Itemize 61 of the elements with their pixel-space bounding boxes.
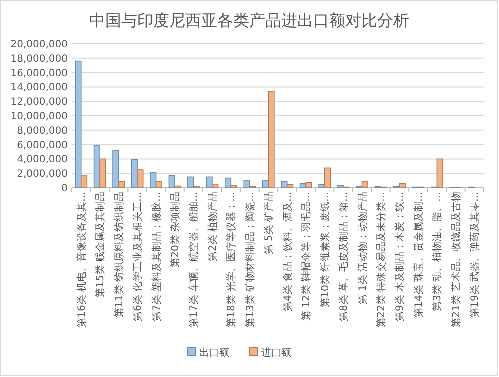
y-tick-label: 0 [62, 184, 68, 194]
x-tick-label: 第10类 纤维素浆；废纸… [319, 192, 332, 308]
bar [286, 184, 294, 188]
bar [80, 175, 88, 188]
legend-label: 出口额 [200, 347, 230, 359]
x-tick-label: 第 12类 鞋帽伞等；羽毛品… [300, 192, 313, 322]
x-tick-label: 第16类 机电、音像设备及其… [76, 192, 88, 328]
bar [318, 184, 326, 188]
bar [337, 185, 344, 188]
bar [244, 180, 250, 188]
x-tick-label: 第7类 塑料及其制品；橡胶… [150, 192, 163, 322]
bar [436, 158, 444, 188]
x-tick-label: 第17类 车辆、航空器、船舶… [188, 192, 200, 328]
chart-title: 中国与印度尼西亚各类产品进出口额对比分析 [90, 11, 410, 30]
bar [212, 184, 219, 188]
y-tick-label: 10,000,000 [10, 112, 68, 122]
y-tick-label: 12,000,000 [10, 97, 68, 108]
bar [206, 176, 213, 188]
y-tick-label: 8,000,000 [17, 126, 68, 137]
bar [230, 185, 238, 188]
x-tick-label: 第2类 植物产品 [206, 192, 219, 262]
legend-label: 进口额 [262, 347, 292, 359]
bar [137, 170, 144, 188]
bar [268, 91, 275, 188]
x-tick-label: 第21类 艺术品、收藏品及古物 [450, 192, 462, 328]
bar [362, 181, 368, 188]
x-tick-label: 第15类 贱金属及其制品 [94, 192, 107, 298]
x-tick-label: 第11类 纺织原料及纺织制品 [113, 192, 126, 318]
y-tick-label: 6,000,000 [17, 140, 68, 152]
bar [150, 172, 157, 188]
x-tick-label: 第3类 动、植物油、脂、… [432, 192, 444, 312]
x-tick-label: 第4类 食品；饮料、酒及… [282, 192, 294, 312]
x-tick-label: 第20类 杂项制品 [170, 192, 182, 268]
bar [224, 178, 232, 188]
bar [188, 176, 194, 188]
x-tick-label: 第14类 珠宝、贵金属及制… [412, 192, 425, 318]
x-tick-label: 第19类 武器、弹药及其零… [469, 192, 482, 318]
y-tick-label: 4,000,000 [17, 154, 68, 166]
bar [75, 60, 82, 188]
x-tick-label: 第8类 革、毛皮及制品；箱… [338, 192, 350, 322]
x-tick-label: 第18类 光学、医疗等仪器；… [226, 192, 238, 328]
bar [156, 181, 162, 188]
x-tick-label: 第 1类 活动物；动物产品 [356, 192, 369, 305]
bar [100, 158, 106, 188]
y-tick-label: 16,000,000 [10, 68, 68, 80]
x-tick-label: 第 5类 矿产品 [263, 192, 276, 255]
x-tick-label: 第22类 特殊交易品及未分类… [376, 192, 388, 328]
bar [306, 182, 312, 188]
y-tick-label: 2,000,000 [17, 169, 68, 180]
bar [324, 168, 332, 188]
y-tick-label: 18,000,000 [10, 54, 68, 65]
bar [168, 175, 176, 188]
x-tick-label: 第6类 化学工业及其相关工… [132, 192, 144, 322]
bar [399, 183, 406, 188]
bar [112, 150, 120, 188]
x-tick-label: 第13类 矿物材料制品；陶瓷… [244, 192, 256, 328]
bar [281, 181, 288, 188]
x-tick-label: 第9类 木及制品；木炭；软… [394, 192, 406, 322]
y-tick-label: 14,000,000 [10, 82, 68, 94]
bar [118, 181, 126, 188]
y-tick-label: 20,000,000 [10, 40, 68, 50]
